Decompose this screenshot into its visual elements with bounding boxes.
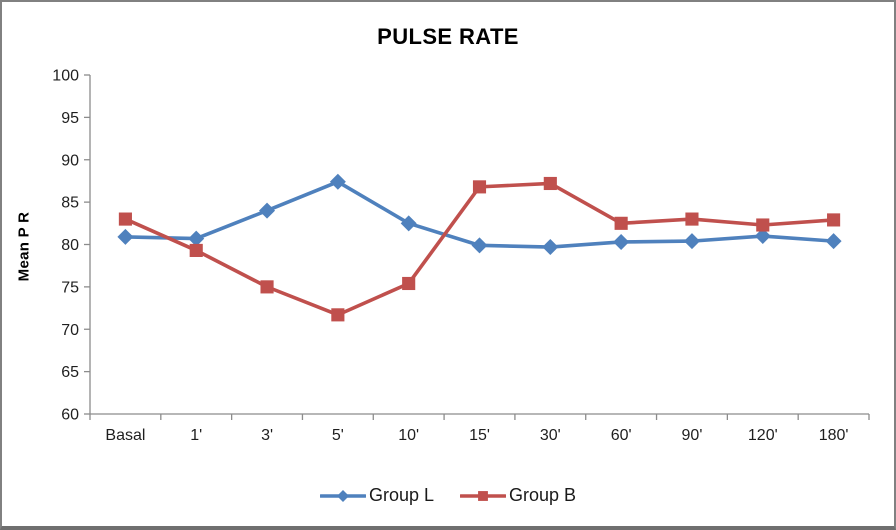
- chart-title: PULSE RATE: [377, 24, 519, 49]
- y-tick-label: 60: [61, 407, 79, 424]
- data-point-marker: [329, 173, 346, 190]
- data-point-marker: [827, 213, 841, 227]
- legend-item-group-l: Group L: [319, 485, 434, 506]
- data-point-marker: [188, 230, 205, 247]
- data-point-marker: [543, 176, 557, 191]
- x-tick-label: 10': [398, 427, 419, 444]
- data-point-marker: [825, 233, 842, 250]
- data-point-marker: [613, 233, 630, 250]
- y-tick-label: 90: [61, 152, 79, 169]
- legend-label-group-l: Group L: [368, 485, 434, 505]
- x-tick-label: 3': [261, 427, 273, 444]
- legend-marker: [336, 489, 349, 502]
- data-point-marker: [331, 308, 345, 322]
- y-tick-label: 80: [61, 237, 79, 254]
- data-point-marker: [260, 280, 274, 294]
- data-point-marker: [614, 216, 628, 230]
- legend-swatch-0: [319, 489, 366, 502]
- x-tick-label: 15': [469, 427, 490, 444]
- data-point-marker: [754, 228, 771, 245]
- legend-item-group-b: Group B: [460, 485, 576, 506]
- legend-marker: [478, 490, 488, 501]
- x-tick-label: 30': [540, 427, 561, 444]
- data-point-marker: [402, 276, 416, 291]
- x-tick-label: 90': [682, 427, 703, 444]
- y-tick-label: 100: [52, 68, 79, 85]
- series-0: [117, 173, 842, 256]
- x-tick-label: 120': [748, 427, 778, 444]
- x-tick-label: Basal: [105, 427, 145, 444]
- legend: Group L Group B: [2, 485, 894, 506]
- data-point-marker: [685, 212, 699, 226]
- y-tick-label: 85: [61, 195, 79, 212]
- y-tick-label: 75: [61, 279, 79, 296]
- data-point-marker: [472, 180, 487, 194]
- legend-swatch-1: [460, 490, 506, 501]
- x-tick-label: 180': [819, 427, 849, 444]
- y-tick-label: 65: [61, 364, 79, 381]
- data-point-marker: [117, 228, 134, 245]
- data-point-marker: [542, 239, 559, 256]
- data-point-marker: [683, 233, 700, 250]
- data-point-marker: [471, 237, 488, 254]
- data-point-marker: [118, 212, 132, 226]
- data-point-marker: [259, 202, 276, 219]
- legend-label-group-b: Group B: [509, 485, 577, 505]
- data-point-marker: [189, 243, 203, 257]
- y-tick-label: 70: [61, 322, 79, 339]
- y-tick-label: 95: [61, 110, 79, 127]
- data-point-marker: [400, 215, 417, 232]
- x-tick-label: 1': [190, 427, 202, 444]
- x-tick-label: 5': [332, 427, 344, 444]
- data-point-marker: [756, 218, 770, 232]
- series-1: [118, 176, 841, 322]
- x-tick-label: 60': [611, 427, 632, 444]
